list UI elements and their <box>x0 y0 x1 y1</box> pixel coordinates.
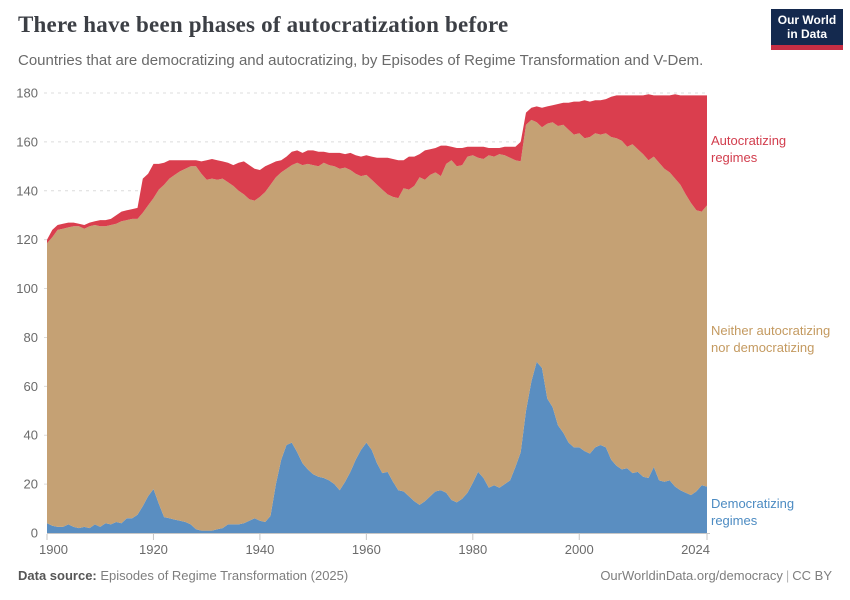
license-label: CC BY <box>792 568 832 583</box>
y-tick-label: 140 <box>16 183 38 198</box>
credit: OurWorldinData.org/democracy | CC BY <box>600 568 832 583</box>
series-label-neither: Neither autocratizing nor democratizing <box>711 323 831 355</box>
logo-line2: in Data <box>786 27 827 41</box>
area-neither <box>47 119 707 531</box>
logo-line1: Our World <box>777 13 837 27</box>
area-autocratizing <box>47 94 707 244</box>
separator: | <box>785 568 790 583</box>
x-tick-label: 1960 <box>352 542 381 557</box>
x-tick-label: 1940 <box>245 542 274 557</box>
y-tick-label: 100 <box>16 281 38 296</box>
credit-link[interactable]: OurWorldinData.org/democracy <box>600 568 783 583</box>
x-tick-label: 2024 <box>681 542 710 557</box>
series-label-democratizing: Democratizing regimes <box>711 496 795 528</box>
y-tick-label: 80 <box>24 330 38 345</box>
data-source-value: Episodes of Regime Transformation (2025) <box>100 568 349 583</box>
y-tick-label: 40 <box>24 428 38 443</box>
y-tick-label: 20 <box>24 477 38 492</box>
data-source: Data source: Episodes of Regime Transfor… <box>18 568 348 583</box>
y-tick-label: 160 <box>16 134 38 149</box>
y-tick-label: 120 <box>16 232 38 247</box>
x-tick-label: 2000 <box>565 542 594 557</box>
y-tick-label: 180 <box>16 86 38 101</box>
y-tick-label: 60 <box>24 379 38 394</box>
y-tick-label: 0 <box>31 526 38 541</box>
area-democratizing <box>47 361 707 533</box>
chart-subtitle: Countries that are democratizing and aut… <box>18 52 704 69</box>
owid-logo[interactable]: Our World in Data <box>771 9 843 50</box>
x-tick-label: 1900 <box>39 542 68 557</box>
x-tick-label: 1920 <box>139 542 168 557</box>
x-tick-label: 1980 <box>458 542 487 557</box>
series-label-autocratizing: Autocratizing regimes <box>711 133 787 165</box>
chart-title: There have been phases of autocratizatio… <box>18 12 509 37</box>
data-source-label: Data source: <box>18 568 97 583</box>
